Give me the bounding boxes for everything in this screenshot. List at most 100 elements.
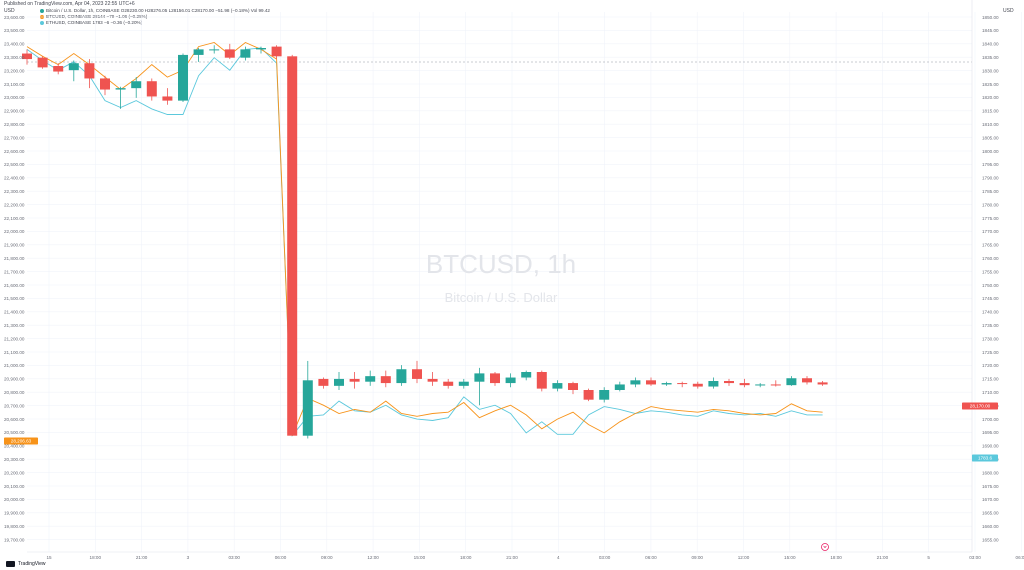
candle-body	[22, 53, 32, 60]
right-axis-tick-label: 1830.00	[982, 68, 999, 73]
candle-body	[131, 81, 142, 89]
x-axis-tick-label: 4	[557, 555, 560, 560]
x-axis-tick-label: 03:00	[969, 555, 981, 560]
left-axis-tick-label: 23,100.00	[4, 82, 25, 87]
candle-body	[505, 377, 516, 384]
x-axis-tick-label: 06:00	[645, 555, 657, 560]
candle-body	[536, 372, 547, 389]
comparison-lines	[26, 41, 823, 437]
left-axis-tick-label: 22,800.00	[4, 122, 25, 127]
candle-body	[724, 381, 734, 384]
right-axis-tick-label: 1695.00	[982, 430, 999, 435]
candle-body	[614, 384, 625, 390]
candle-body	[474, 373, 485, 382]
left-axis-tick-label: 23,600.00	[4, 15, 25, 20]
left-axis-tick-label: 22,100.00	[4, 216, 25, 221]
price-tags: 28,206.63 28,170.00 1783.6	[4, 402, 998, 462]
x-axis-tick-label: 18:00	[830, 555, 842, 560]
x-axis-tick-label: 03:00	[228, 555, 240, 560]
chart-grid	[27, 12, 1022, 552]
right-axis-tick-label: 1800.00	[982, 149, 999, 154]
eth-price-tag-text: 1783.6	[978, 456, 992, 461]
left-btc-price-tag-text: 28,206.63	[11, 439, 32, 444]
right-axis-tick-label: 1835.00	[982, 55, 999, 60]
candle-body	[817, 382, 828, 385]
x-axis-tick-label: 21:00	[136, 555, 148, 560]
right-axis-tick-label: 1725.00	[982, 350, 999, 355]
candle-body	[115, 88, 126, 90]
right-currency-label: USD	[1003, 8, 1014, 14]
chevron-down-icon	[823, 545, 827, 549]
left-axis-tick-label: 21,500.00	[4, 296, 25, 301]
left-axis-tick-label: 20,300.00	[4, 457, 25, 462]
right-axis-tick-label: 1680.00	[982, 470, 999, 475]
tradingview-logo[interactable]: TradingView	[6, 561, 46, 567]
candle-body	[287, 56, 298, 436]
left-axis-tick-label: 21,700.00	[4, 269, 25, 274]
x-axis-tick-label: 15	[46, 555, 52, 560]
right-axis-tick-label: 1810.00	[982, 122, 999, 127]
left-axis-tick-label: 21,400.00	[4, 310, 25, 315]
last-price-tag: 28,170.00	[962, 402, 998, 410]
right-axis-tick-label: 1715.00	[982, 377, 999, 382]
candle-body	[37, 57, 48, 68]
left-axis-tick-label: 22,900.00	[4, 109, 25, 114]
candle-body	[692, 383, 703, 387]
right-axis-tick-label: 1790.00	[982, 176, 999, 181]
left-axis-tick-label: 22,300.00	[4, 189, 25, 194]
x-axis-tick-label: 06:00	[275, 555, 287, 560]
left-axis-tick-label: 22,700.00	[4, 135, 25, 140]
x-axis-tick-label: 15:00	[414, 555, 426, 560]
last-price-tag-text: 28,170.00	[970, 404, 991, 409]
candle-body	[240, 49, 251, 58]
candle-body	[568, 383, 578, 390]
left-axis-tick-label: 22,600.00	[4, 149, 25, 154]
goto-realtime-button[interactable]	[821, 543, 829, 551]
left-axis-tick-label: 22,500.00	[4, 162, 25, 167]
x-axis-tick-label: 12:00	[367, 555, 379, 560]
left-axis-tick-label: 20,600.00	[4, 417, 25, 422]
left-axis-tick-label: 23,400.00	[4, 42, 25, 47]
btc-series-line	[26, 41, 823, 436]
x-axis-tick-label: 21:00	[877, 555, 889, 560]
candle-body	[334, 378, 344, 386]
right-axis-tick-label: 1720.00	[982, 363, 999, 368]
candle-body	[256, 48, 266, 50]
right-axis-tick-label: 1735.00	[982, 323, 999, 328]
left-btc-price-tag-bg	[4, 437, 38, 445]
right-axis-tick-label: 1825.00	[982, 82, 999, 87]
right-axis-tick-label: 1765.00	[982, 243, 999, 248]
left-axis-tick-label: 20,400.00	[4, 444, 25, 449]
right-axis-tick-label: 1730.00	[982, 336, 999, 341]
candle-body	[162, 96, 173, 101]
eth-series-line	[26, 47, 823, 437]
eth-price-tag: 1783.6	[972, 454, 998, 462]
right-axis-tick-label: 1740.00	[982, 310, 999, 315]
candle-body	[178, 54, 188, 101]
candle-body	[708, 381, 719, 387]
x-axis-tick-label: 21:00	[506, 555, 518, 560]
right-axis-tick-label: 1780.00	[982, 202, 999, 207]
right-axis-tick-label: 1775.00	[982, 216, 999, 221]
left-axis-tick-label: 21,200.00	[4, 336, 25, 341]
left-axis-tick-label: 21,600.00	[4, 283, 25, 288]
candle-body	[224, 49, 235, 58]
x-axis-tick-label: 3	[187, 555, 190, 560]
candle-body	[302, 380, 313, 436]
left-axis-tick-label: 22,000.00	[4, 229, 25, 234]
right-axis-tick-label: 1805.00	[982, 135, 999, 140]
candle-body	[583, 390, 594, 400]
watermark-description: Bitcoin / U.S. Dollar	[445, 290, 558, 305]
tradingview-wordmark: TradingView	[18, 561, 46, 567]
left-axis-tick-label: 21,300.00	[4, 323, 25, 328]
legend-main-series[interactable]: Bitcoin / U.S. Dollar, 1h, COINBASE O282…	[40, 8, 270, 14]
candle-body	[490, 373, 500, 384]
right-axis-tick-label: 1820.00	[982, 95, 999, 100]
legend-eth-series[interactable]: ETHUSD, COINBASE 1783 −6 −0.36 (−0.20%)	[40, 20, 142, 26]
candle-body	[349, 378, 360, 382]
candle-body	[552, 383, 563, 389]
left-axis-tick-label: 20,100.00	[4, 484, 25, 489]
legend-btc-text: BTCUSD, COINBASE 28144 −79 −1.06 (−0.28%…	[46, 14, 148, 19]
left-axis-tick-label: 23,200.00	[4, 68, 25, 73]
